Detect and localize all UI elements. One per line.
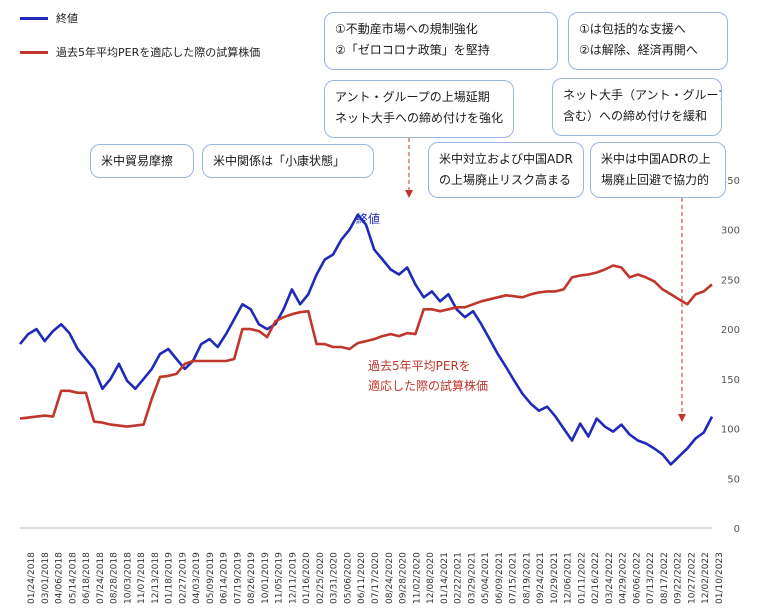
per-series-line	[19, 264, 713, 428]
annotation-adr-cooperation-line2: 場廃止回避で協力的	[601, 173, 710, 187]
annotation-ant-group-line1: アント・グループの上場延期	[335, 90, 490, 104]
close-series-label: 終値	[356, 212, 381, 226]
x-tick-label: 06/06/2022	[632, 552, 642, 604]
x-tick-label: 07/15/2021	[509, 552, 519, 604]
annotation-adr-risk-line2: の上場廃止リスク高まる	[439, 173, 572, 187]
annotation-easing-line1: ネット大手（アント・グループ	[563, 88, 722, 102]
x-tick-label: 02/16/2022	[591, 552, 601, 604]
ant-group-pointer-arrow	[405, 190, 413, 198]
close-series-line	[18, 213, 714, 466]
x-tick-label: 08/24/2020	[385, 552, 395, 604]
x-tick-label: 08/17/2022	[660, 552, 670, 604]
x-tick-label: 07/24/2018	[96, 552, 106, 604]
x-tick-label: 11/02/2020	[412, 552, 422, 604]
x-tick-label: 03/24/2022	[605, 552, 615, 604]
annotation-easing-line2: 含む）への締め付けを緩和	[563, 109, 708, 123]
x-tick-label: 05/04/2021	[481, 552, 491, 604]
x-tick-label: 01/24/2018	[27, 552, 37, 604]
x-tick-label: 01/14/2021	[440, 552, 450, 604]
annotation-support-line1: ①は包括的な支援へ	[579, 22, 686, 36]
annotation-support: ①は包括的な支援へ ②は解除、経済再開へ	[568, 12, 728, 70]
annotation-easing: ネット大手（アント・グループ 含む）への締め付けを緩和	[552, 78, 722, 136]
x-tick-label: 10/27/2022	[687, 552, 697, 604]
x-tick-label: 05/09/2019	[206, 552, 216, 604]
per-series-label-line2: 適応した際の試算株価	[368, 379, 489, 393]
legend-close: 終値	[20, 10, 78, 26]
x-tick-label: 10/01/2019	[261, 552, 271, 604]
legend-per: 過去5年平均PERを適応した際の試算株価	[20, 44, 260, 60]
x-tick-label: 01/18/2019	[165, 552, 175, 604]
annotation-adr-cooperation-line1: 米中は中国ADRの上	[601, 152, 711, 166]
legend-per-swatch	[20, 50, 48, 54]
x-tick-label: 01/11/2022	[577, 552, 587, 604]
y-tick-label: 150	[721, 375, 740, 386]
y-tick-label: 50	[727, 474, 740, 485]
x-tick-label: 10/29/2021	[550, 552, 560, 604]
x-tick-label: 03/31/2020	[330, 552, 340, 604]
annotation-trade-friction: 米中貿易摩擦	[90, 144, 194, 178]
x-tick-label: 08/28/2018	[110, 552, 120, 604]
y-tick-label: 350	[721, 176, 740, 187]
x-tick-label: 03/29/2021	[467, 552, 477, 604]
per-series-label: 過去5年平均PERを 適応した際の試算株価	[368, 356, 488, 396]
annotation-adr-risk-line1: 米中対立および中国ADR	[439, 152, 573, 166]
x-tick-label: 01/10/2023	[715, 552, 725, 604]
x-tick-label: 02/22/2021	[454, 552, 464, 604]
x-tick-label: 03/01/2018	[41, 552, 51, 604]
x-tick-label: 09/22/2022	[674, 552, 684, 604]
annotation-regulation-line2: ②「ゼロコロナ政策」を堅持	[335, 43, 490, 57]
x-tick-label: 12/13/2018	[151, 552, 161, 604]
x-tick-label: 04/03/2019	[192, 552, 202, 604]
x-tick-label: 12/11/2019	[288, 552, 298, 604]
x-tick-label: 06/11/2020	[357, 552, 367, 604]
x-tick-label: 09/24/2021	[536, 552, 546, 604]
y-tick-label: 0	[734, 524, 740, 535]
legend-close-swatch	[20, 16, 48, 20]
x-tick-label: 06/09/2021	[495, 552, 505, 604]
per-series-label-line1: 過去5年平均PERを	[368, 359, 471, 373]
y-tick-label: 300	[721, 226, 740, 237]
legend-per-label: 過去5年平均PERを適応した際の試算株価	[56, 46, 261, 59]
annotation-adr-risk: 米中対立および中国ADR の上場廃止リスク高まる	[428, 142, 584, 198]
annotation-regulation: ①不動産市場への規制強化 ②「ゼロコロナ政策」を堅持	[324, 12, 558, 70]
x-tick-label: 11/07/2018	[137, 552, 147, 604]
annotation-support-line2: ②は解除、経済再開へ	[579, 43, 698, 57]
x-tick-label: 07/13/2022	[646, 552, 656, 604]
x-tick-label: 06/18/2018	[82, 552, 92, 604]
x-tick-label: 02/25/2020	[316, 552, 326, 604]
x-tick-label: 04/29/2022	[619, 552, 629, 604]
x-tick-label: 11/05/2019	[275, 552, 285, 604]
adr-pointer-arrow	[678, 414, 686, 422]
x-tick-label: 07/19/2019	[233, 552, 243, 604]
x-tick-label: 10/03/2018	[123, 552, 133, 604]
annotation-regulation-line1: ①不動産市場への規制強化	[335, 22, 478, 36]
y-tick-label: 100	[721, 425, 740, 436]
x-tick-label: 06/14/2019	[220, 552, 230, 604]
x-tick-label: 12/06/2021	[564, 552, 574, 604]
y-tick-label: 250	[721, 275, 740, 286]
x-tick-label: 09/28/2020	[399, 552, 409, 604]
x-tick-label: 05/14/2018	[68, 552, 78, 604]
x-tick-label: 04/06/2018	[55, 552, 65, 604]
annotation-calm: 米中関係は「小康状態」	[202, 144, 374, 178]
x-tick-label: 05/06/2020	[343, 552, 353, 604]
annotation-ant-group-line2: ネット大手への締め付けを強化	[335, 111, 504, 125]
x-tick-label: 08/19/2021	[522, 552, 532, 604]
x-tick-label: 12/02/2022	[701, 552, 711, 604]
x-tick-label: 12/08/2020	[426, 552, 436, 604]
annotation-ant-group: アント・グループの上場延期 ネット大手への締め付けを強化	[324, 80, 514, 138]
annotation-calm-text: 米中関係は「小康状態」	[213, 154, 346, 168]
x-tick-label: 07/17/2020	[371, 552, 381, 604]
annotation-trade-friction-text: 米中貿易摩擦	[101, 154, 174, 168]
x-tick-label: 01/16/2020	[302, 552, 312, 604]
x-tick-label: 08/26/2019	[247, 552, 257, 604]
x-tick-label: 02/27/2019	[178, 552, 188, 604]
legend-close-label: 終値	[56, 12, 78, 25]
y-tick-label: 200	[721, 325, 740, 336]
annotation-adr-cooperation: 米中は中国ADRの上 場廃止回避で協力的	[590, 142, 726, 198]
